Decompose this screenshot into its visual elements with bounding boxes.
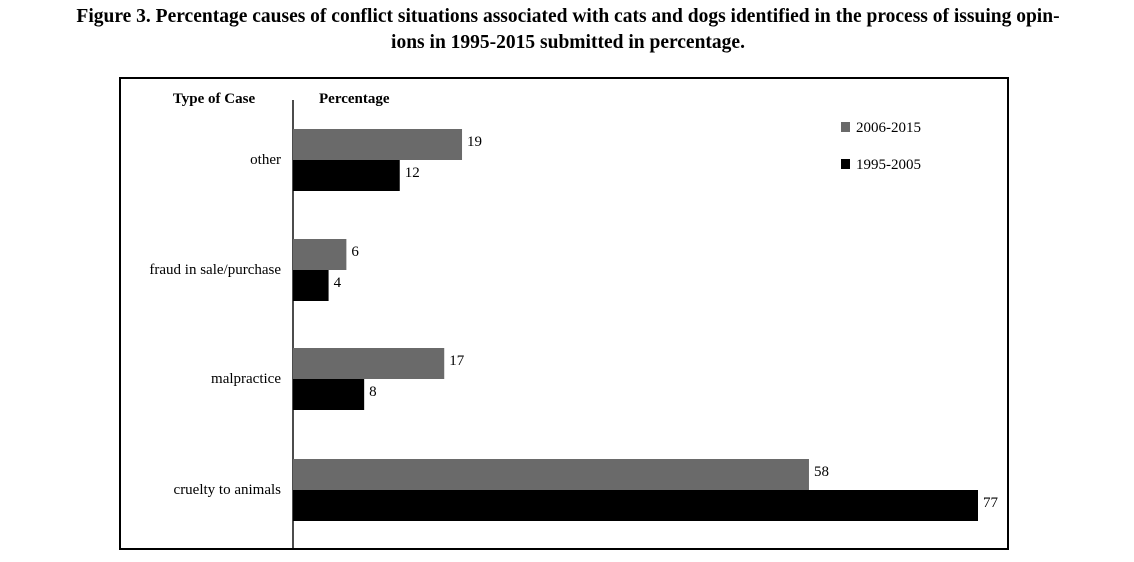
category-axis-header: Type of Case (173, 91, 256, 107)
bar-fraud-in-sale-purchase-1995-2005 (293, 270, 329, 301)
legend-label-1995-2005: 1995-2005 (856, 157, 921, 173)
category-label-cruelty-to-animals: cruelty to animals (174, 482, 282, 498)
figure-title-line-1: Figure 3. Percentage causes of conflict … (76, 6, 1060, 27)
chart-frame (119, 77, 1009, 550)
bars-layer: other 19 12 fraud in sale/purchase 64 malprac… (149, 129, 999, 521)
data-label-fraud-in-sale-purchase-2006-2015: 6 (351, 244, 359, 260)
data-label-other-1995-2005: 12 (405, 165, 420, 181)
category-label-fraud-in-sale-purchase: fraud in sale/purchase (149, 262, 281, 278)
data-label-malpractice-1995-2005: 8 (369, 384, 377, 400)
bar-malpractice-2006-2015 (293, 348, 445, 379)
bar-fraud-in-sale-purchase-2006-2015 (293, 239, 347, 270)
data-label-cruelty-to-animals-1995-2005: 77 (983, 495, 999, 511)
bar-cruelty-to-animals-2006-2015 (293, 459, 809, 490)
data-label-cruelty-to-animals-2006-2015: 58 (814, 464, 829, 480)
bar-malpractice-1995-2005 (293, 379, 365, 410)
bar-other-2006-2015 (293, 129, 463, 160)
data-label-other-2006-2015: 19 (467, 134, 482, 150)
legend-label-2006-2015: 2006-2015 (856, 120, 921, 136)
legend: 2006-2015 1995-2005 (841, 120, 921, 173)
bar-other-1995-2005 (293, 160, 400, 191)
data-label-fraud-in-sale-purchase-1995-2005: 4 (334, 275, 342, 291)
category-label-other: other (250, 152, 281, 168)
figure-title: Figure 3. Percentage causes of conflict … (8, 4, 1128, 56)
bar-cruelty-to-animals-1995-2005 (293, 490, 978, 521)
legend-swatch-2006-2015 (841, 122, 850, 132)
data-label-malpractice-2006-2015: 17 (449, 353, 465, 369)
value-axis-header: Percentage (319, 91, 390, 107)
category-label-malpractice: malpractice (211, 371, 281, 387)
figure-title-line-2: ions in 1995-2015 submitted in percentag… (391, 32, 745, 53)
legend-swatch-1995-2005 (841, 159, 850, 169)
